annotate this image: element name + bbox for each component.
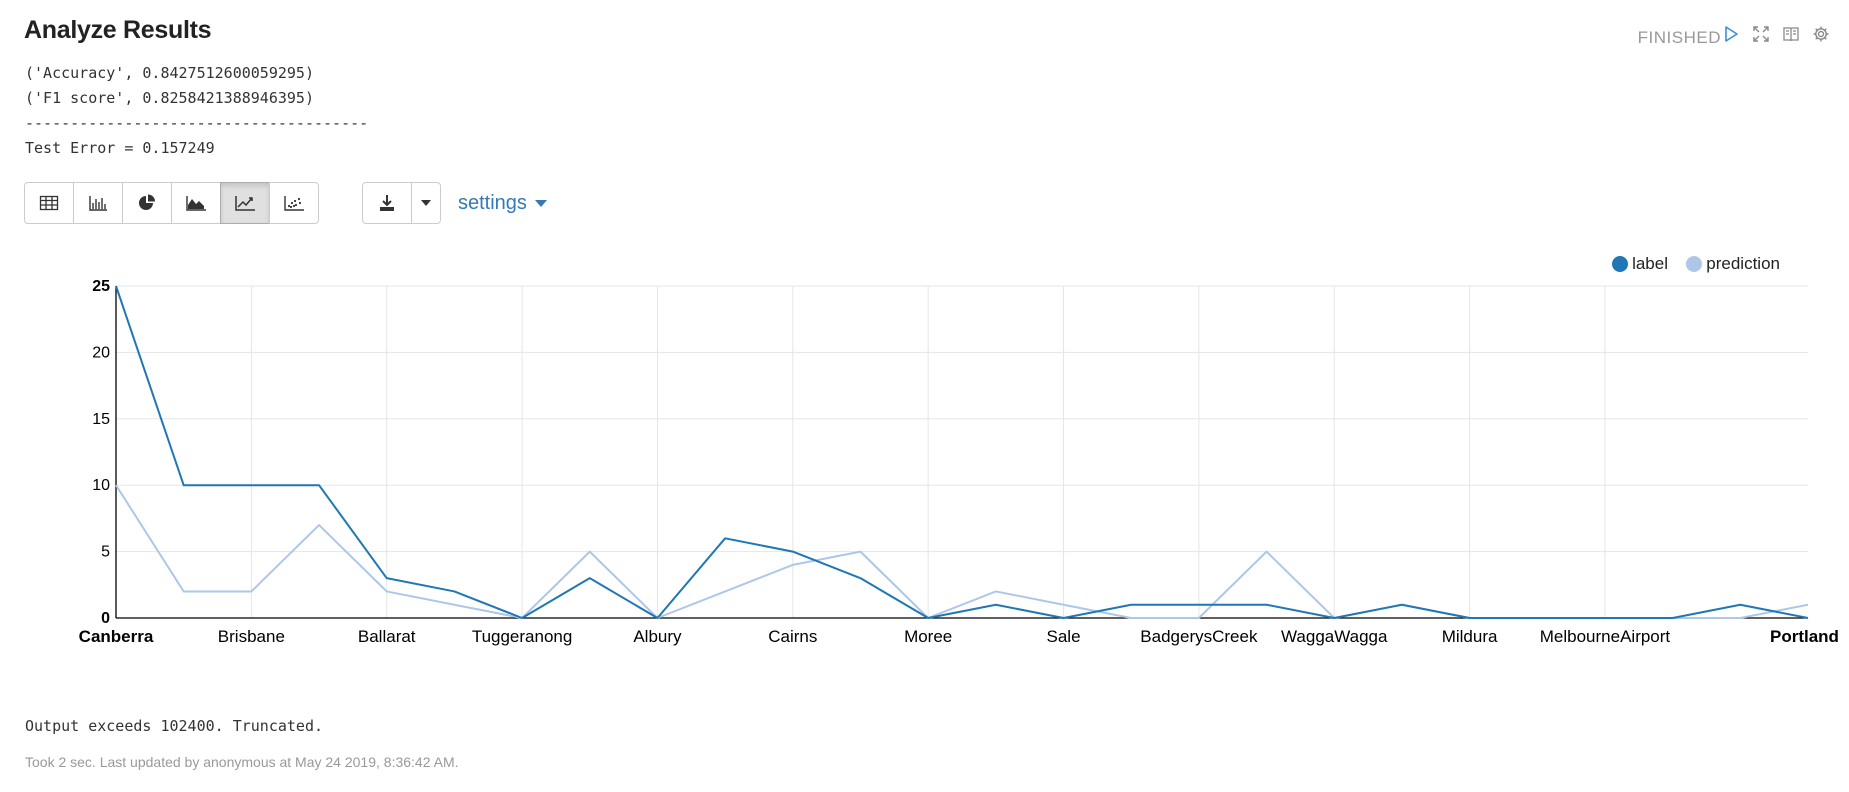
- pie-chart-button[interactable]: [122, 182, 172, 224]
- legend-item-prediction[interactable]: prediction: [1686, 254, 1780, 274]
- output-line-separator: --------------------------------------: [25, 114, 369, 132]
- line-chart-icon: [235, 196, 255, 211]
- paragraph-controls: [1721, 24, 1831, 44]
- x-tick-label: Albury: [633, 627, 682, 646]
- output-line-accuracy: ('Accuracy', 0.8427512600059295): [25, 64, 314, 82]
- chart-axes: [115, 286, 1808, 619]
- table-icon: [39, 195, 59, 211]
- download-options-toggle[interactable]: [411, 182, 441, 224]
- x-tick-label: Sale: [1047, 627, 1081, 646]
- legend-dot-prediction: [1686, 256, 1703, 272]
- line-chart-button[interactable]: [220, 182, 270, 224]
- legend-text-prediction: prediction: [1706, 254, 1780, 273]
- chart-grid: [116, 285, 1808, 619]
- run-icon[interactable]: [1721, 24, 1741, 44]
- series-line-label: [115, 285, 1809, 619]
- table-view-button[interactable]: [24, 182, 74, 224]
- chart-series: [115, 285, 1809, 619]
- settings-dropdown[interactable]: settings: [458, 192, 547, 215]
- bar-chart-icon: [89, 196, 107, 211]
- output-line-f1: ('F1 score', 0.8258421388946395): [25, 89, 314, 107]
- legend-item-label[interactable]: label: [1612, 254, 1668, 274]
- area-chart-button[interactable]: [171, 182, 221, 224]
- y-tick-label: 0: [101, 610, 110, 627]
- pie-chart-icon: [139, 194, 155, 210]
- y-tick-label: 25: [92, 278, 110, 295]
- visualization-toolbar: [24, 182, 319, 224]
- x-tick-label: Portland: [1770, 627, 1839, 646]
- output-line-test-error: Test Error = 0.157249: [25, 139, 215, 157]
- caret-down-icon: [421, 200, 431, 206]
- truncation-note: Output exceeds 102400. Truncated.: [25, 717, 324, 735]
- x-tick-label: Cairns: [768, 627, 817, 646]
- y-tick-label: 15: [92, 411, 110, 428]
- x-tick-label: Moree: [904, 627, 952, 646]
- x-tick-label: Mildura: [1442, 627, 1498, 646]
- area-chart-icon: [186, 196, 206, 211]
- x-tick-label: Brisbane: [218, 627, 285, 646]
- download-button[interactable]: [362, 182, 412, 224]
- y-tick-label: 5: [101, 544, 110, 561]
- download-icon: [380, 195, 394, 211]
- caret-down-icon: [534, 199, 547, 207]
- gear-icon[interactable]: [1811, 24, 1831, 44]
- scatter-chart-button[interactable]: [269, 182, 319, 224]
- legend-dot-label: [1612, 256, 1629, 272]
- settings-label: settings: [458, 192, 527, 214]
- download-group: [362, 182, 441, 224]
- expand-icon[interactable]: [1751, 24, 1771, 44]
- x-tick-label: WaggaWagga: [1281, 627, 1388, 646]
- x-tick-label: MelbourneAirport: [1540, 627, 1671, 646]
- chart-labels: 0 5 10 15 20 25 Canberra Brisbane Ballarat Tugger…: [79, 278, 1839, 646]
- x-tick-label: Canberra: [79, 627, 154, 646]
- book-icon[interactable]: [1781, 24, 1801, 44]
- x-tick-label: BadgerysCreek: [1140, 627, 1258, 646]
- run-footer: Took 2 sec. Last updated by anonymous at…: [25, 754, 459, 770]
- scatter-chart-icon: [284, 196, 304, 211]
- bar-chart-button[interactable]: [73, 182, 123, 224]
- paragraph-title: Analyze Results: [24, 16, 212, 44]
- status-label: FINISHED: [1637, 28, 1721, 47]
- x-tick-label: Tuggeranong: [472, 627, 573, 646]
- line-chart: 0 5 10 15 20 25 Canberra Brisbane Ballarat Tugger…: [79, 278, 1839, 646]
- legend-text-label: label: [1632, 254, 1668, 273]
- y-tick-label: 20: [92, 344, 110, 361]
- y-tick-label: 10: [92, 477, 110, 494]
- x-tick-label: Ballarat: [358, 627, 416, 646]
